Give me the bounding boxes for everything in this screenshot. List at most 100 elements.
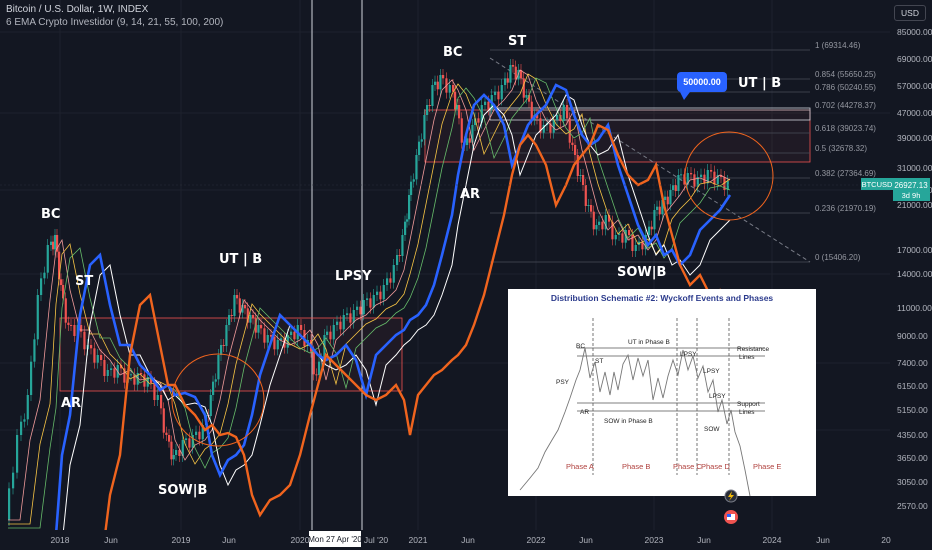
candle-body	[170, 441, 173, 460]
candle-body	[40, 278, 43, 295]
sch-st: ST	[595, 358, 603, 365]
candle-body	[590, 205, 593, 212]
candle-body	[608, 215, 611, 222]
candle-body	[93, 348, 96, 363]
candle-body	[90, 345, 93, 349]
candle-body	[23, 419, 26, 422]
time-tick: 20	[881, 535, 891, 545]
candle-body	[332, 325, 335, 340]
sch-phase-d: Phase D	[701, 462, 730, 471]
lightning-event-icon[interactable]	[724, 489, 738, 503]
candle-body	[552, 120, 555, 133]
candle-body	[362, 300, 365, 315]
schematic-price-path	[519, 347, 751, 497]
candle-body	[568, 118, 571, 143]
candle-body	[396, 255, 399, 265]
candle-body	[222, 345, 225, 346]
candle-body	[448, 85, 451, 93]
label-st-right: ST	[508, 34, 526, 49]
orange-circle-left[interactable]	[171, 353, 265, 447]
candle-body	[106, 370, 109, 376]
price-tick: 21000.00	[897, 200, 932, 210]
candle-body	[666, 196, 669, 205]
price-axis-labels: 85000.00 69000.00 57000.00 47000.00 39000.00…	[897, 27, 932, 511]
label-bc-left: BC	[41, 207, 60, 222]
candle-body	[64, 298, 67, 323]
candle-body	[696, 177, 699, 187]
us-flag-event-icon[interactable]	[724, 510, 738, 524]
time-axis[interactable]	[0, 530, 890, 550]
candle-body	[73, 325, 76, 336]
candle-body	[386, 278, 389, 285]
candle-body	[103, 360, 106, 376]
label-ut-right: UT | B	[738, 76, 781, 91]
price-callout[interactable]: 50000.00	[677, 72, 727, 100]
candle-body	[165, 432, 168, 435]
sch-lpsy3: LPSY	[709, 393, 726, 400]
time-tick: 2021	[409, 535, 428, 545]
candle-body	[241, 305, 244, 313]
price-axis[interactable]	[890, 0, 932, 550]
price-tick: 4350.00	[897, 430, 928, 440]
resistance-box[interactable]	[489, 107, 811, 121]
candle-body	[690, 173, 693, 175]
time-tick: Jul '20	[364, 535, 389, 545]
candle-body	[62, 285, 65, 299]
price-tick: 3650.00	[897, 453, 928, 463]
price-tick: 2570.00	[897, 501, 928, 511]
candle-body	[392, 265, 395, 283]
ema-lines	[8, 69, 732, 550]
candle-body	[601, 221, 604, 230]
candle-body	[442, 75, 445, 79]
currency-button[interactable]: USD	[894, 5, 926, 21]
candle-body	[566, 105, 569, 119]
fib-level-label: 0.382 (27364.69)	[815, 169, 876, 178]
orange-circle-right[interactable]	[684, 131, 774, 221]
symbol-title[interactable]: Bitcoin / U.S. Dollar, 1W, INDEX	[6, 4, 149, 15]
candle-body	[525, 95, 528, 98]
candle-body	[592, 211, 595, 230]
candle-body	[58, 251, 61, 280]
label-st-left: ST	[75, 274, 93, 289]
candle-body	[315, 374, 318, 376]
current-price-marker[interactable]: BTCUSD 26927.13 3d 9h	[0, 178, 930, 201]
candles	[8, 59, 729, 526]
candle-body	[497, 91, 500, 100]
candle-body	[217, 355, 220, 380]
candle-body	[52, 241, 55, 250]
candle-body	[276, 340, 279, 350]
candle-body	[352, 310, 355, 323]
candle-body	[611, 221, 614, 240]
candle-body	[713, 171, 716, 185]
candle-body	[60, 279, 63, 285]
candle-body	[290, 331, 293, 335]
candle-body	[576, 155, 579, 176]
price-tick: 85000.00	[897, 27, 932, 37]
fib-level-label: 0.618 (39023.74)	[815, 124, 876, 133]
indicator-legend[interactable]: 6 EMA Crypto Investidor (9, 14, 21, 55, …	[6, 17, 224, 28]
candle-body	[300, 325, 303, 330]
candle-body	[559, 115, 562, 121]
sch-resistance: Resistance	[737, 346, 770, 353]
candle-body	[133, 374, 136, 385]
sch-ar: AR	[580, 409, 589, 416]
candle-body	[452, 85, 455, 92]
sch-phase-b: Phase B	[622, 462, 650, 471]
candle-body	[80, 325, 83, 332]
candle-body	[168, 435, 171, 442]
sch-phase-e: Phase E	[753, 462, 781, 471]
candle-body	[185, 438, 188, 440]
candle-body	[83, 331, 86, 350]
sch-psy: PSY	[556, 379, 570, 386]
sch-lpsy1: LPSY	[680, 351, 697, 358]
wyckoff-schematic[interactable]: Distribution Schematic #2: Wyckoff Event…	[508, 289, 816, 497]
price-tick: 47000.00	[897, 108, 932, 118]
candle-body	[664, 196, 667, 200]
candle-body	[530, 101, 533, 120]
price-tick: 9000.00	[897, 331, 928, 341]
candle-body	[36, 295, 39, 340]
sch-lpsy2: LPSY	[703, 368, 720, 375]
candle-body	[700, 174, 703, 177]
sch-resistance-lines: Lines	[739, 354, 755, 361]
